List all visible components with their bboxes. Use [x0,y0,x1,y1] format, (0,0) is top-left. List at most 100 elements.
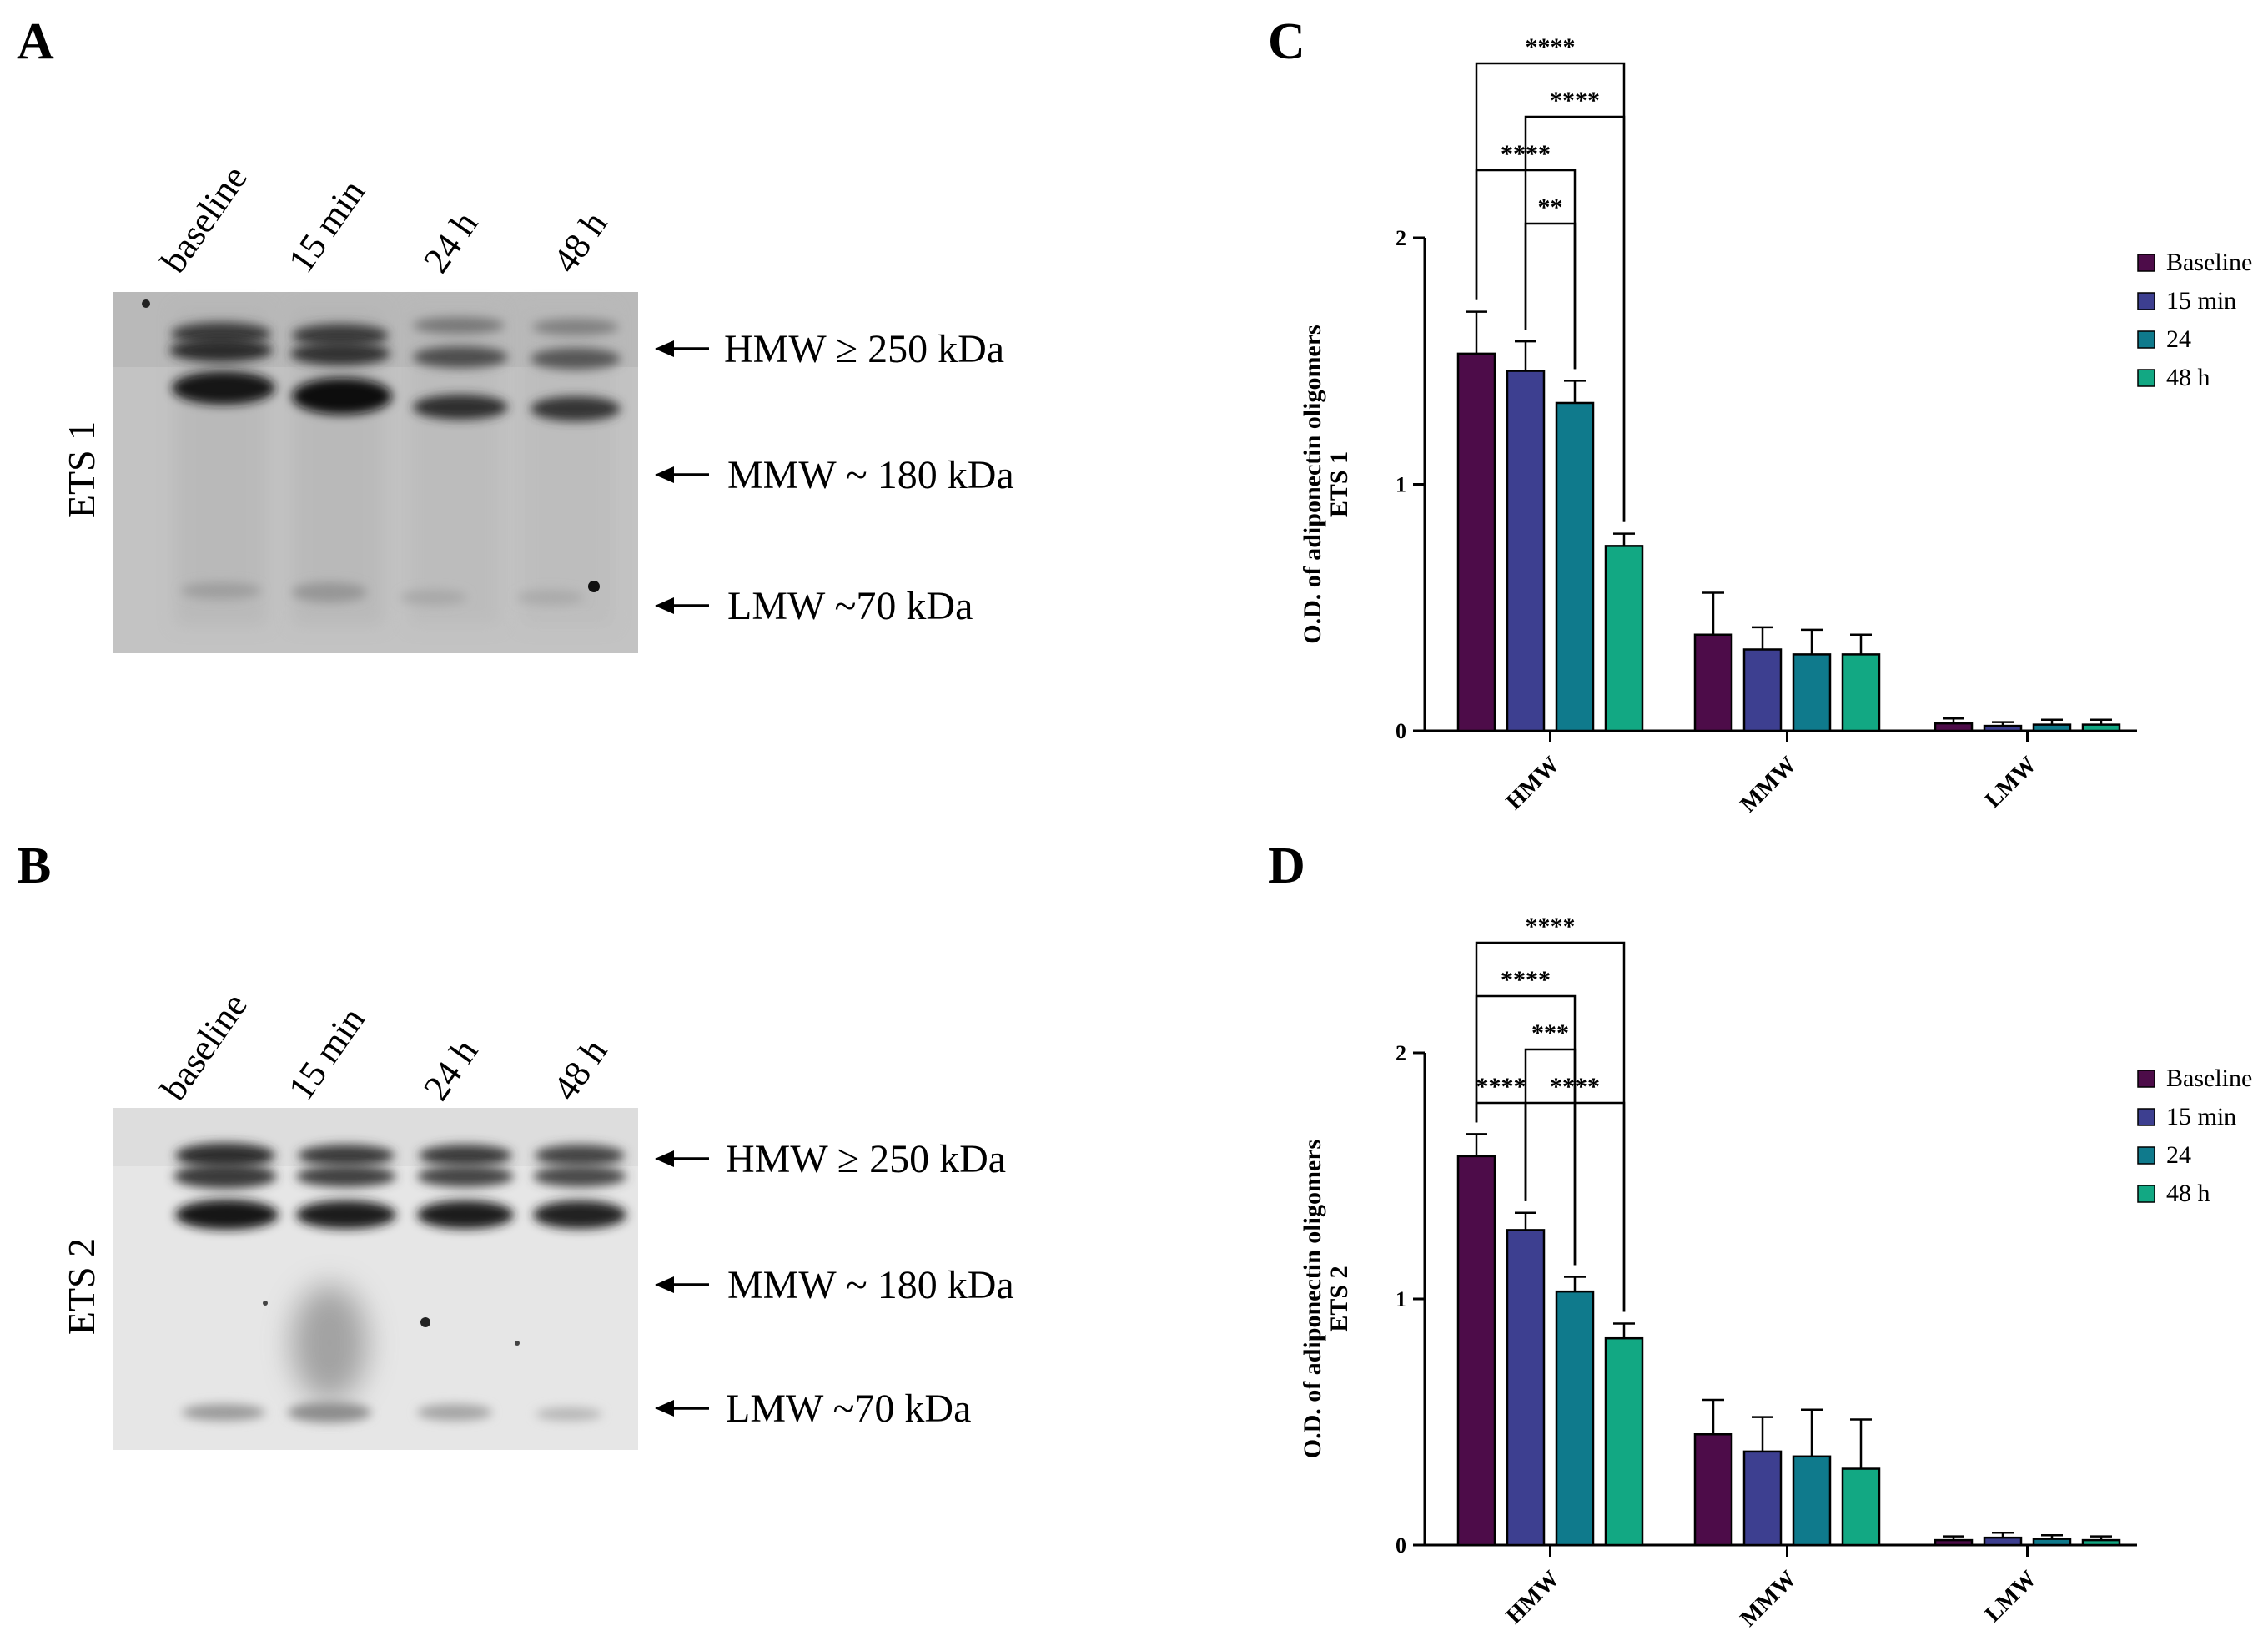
significance-label: **** [1501,966,1551,994]
x-tick-label: MMW [1735,1566,1801,1632]
significance-bracket: **** [1475,140,1577,370]
legend-label: 48 h [2166,364,2210,391]
significance-label: **** [1526,913,1576,940]
legend-swatch [2137,1108,2155,1126]
panel-letter-c: C [1268,13,1305,70]
legend-label: 24 [2166,1141,2191,1169]
lane-label-24h: 24 h [415,204,485,280]
y-axis-label-ets: ETS 2 [1325,1266,1353,1331]
panel-letter-b: B [17,838,51,894]
bar [1934,722,1974,732]
legend-swatch [2137,1146,2155,1165]
marker-label-hmw: HMW ≥ 250 kDa [726,1137,1006,1181]
marker-lmw-b: LMW ~70 kDa [655,1387,971,1431]
y-tick-label: 1 [1395,473,1406,497]
bar [1693,1433,1733,1547]
bar [2032,723,2072,732]
y-axis-label-ets: ETS 1 [1325,451,1353,517]
marker-label-mmw: MMW ~ 180 kDa [727,1263,1014,1307]
legend-label: 48 h [2166,1180,2210,1207]
x-tick-label: LMW [1980,1566,2042,1628]
blot-image-b [113,1108,638,1450]
marker-mmw-a: MMW ~ 180 kDa [655,453,1014,497]
significance-bracket: ** [1524,194,1577,370]
marker-mmw-b: MMW ~ 180 kDa [655,1263,1014,1307]
bar [1555,1290,1595,1547]
significance-bracket: **** [1524,1073,1626,1312]
lane-label-48h: 48 h [545,204,615,280]
lane-label-15min: 15 min [280,1000,373,1108]
marker-label-lmw: LMW ~70 kDa [726,1387,971,1431]
marker-label-lmw: LMW ~70 kDa [727,584,973,628]
chart-d: O.D. of adiponectin oligomers ETS 2 0 1 2 HMW… [1299,913,2252,1632]
panel-a: A baseline 15 min 24 h 48 h ETS 1 [17,13,1014,653]
legend-swatch [2137,369,2155,387]
lane-label-baseline: baseline [153,986,255,1108]
significance-label: **** [1526,33,1576,61]
panel-b: B baseline 15 min 24 h 48 h ETS 2 [17,838,1014,1450]
legend-label: Baseline [2166,1065,2252,1092]
significance-label: **** [1501,140,1551,168]
bar [1506,1229,1546,1547]
x-tick-label: HMW [1501,752,1565,815]
significance-bracket: *** [1524,1019,1577,1266]
bar [1604,545,1644,732]
y-tick-label: 1 [1395,1287,1406,1311]
significance-label: **** [1550,1073,1600,1100]
bar [1604,1336,1644,1547]
bar [1841,653,1881,732]
significance-line [1524,1101,1626,1312]
bar [1506,370,1546,732]
bar [1792,1455,1832,1547]
significance-line [1475,941,1626,1312]
marker-hmw-b: HMW ≥ 250 kDa [655,1137,1006,1181]
bar [1693,633,1733,732]
significance-label: **** [1550,87,1600,114]
marker-label-mmw: MMW ~ 180 kDa [727,453,1014,497]
marker-hmw-a: HMW ≥ 250 kDa [655,327,1004,371]
bar [1841,1467,1881,1547]
bar [1742,648,1783,732]
blot-image-a [113,292,638,653]
lane-label-24h: 24 h [415,1032,485,1108]
y-tick-label: 2 [1395,1041,1406,1065]
significance-label: ** [1538,194,1563,221]
legend-label: 15 min [2166,287,2236,315]
lane-label-48h: 48 h [545,1032,615,1108]
bar [1934,1538,1974,1547]
legend-swatch [2137,254,2155,272]
blot-row-label: ETS 2 [60,1238,103,1335]
bar [1742,1450,1783,1547]
x-tick-label: MMW [1735,752,1801,818]
y-tick-label: 0 [1395,719,1406,743]
bar [2081,723,2121,732]
marker-lmw-a: LMW ~70 kDa [655,584,973,628]
significance-line [1524,222,1577,370]
bar [1983,724,2023,732]
legend-swatch [2137,1070,2155,1088]
significance-label: **** [1476,1073,1526,1100]
bar [1792,653,1832,732]
chart-c: O.D. of adiponectin oligomers ETS 1 0 1 2 HMW… [1299,33,2252,818]
y-tick-label: 2 [1395,226,1406,250]
x-tick-label: LMW [1980,752,2042,813]
legend-label: Baseline [2166,249,2252,276]
y-tick-label: 0 [1395,1533,1406,1558]
lane-label-baseline: baseline [153,159,255,280]
legend-label: 24 [2166,325,2191,353]
legend-label: 15 min [2166,1103,2236,1130]
bar [1456,1155,1496,1547]
significance-line [1475,62,1626,522]
bar [2081,1538,2121,1547]
bar [1983,1536,2023,1547]
lane-label-15min: 15 min [280,173,373,280]
y-axis-label: O.D. of adiponectin oligomers [1299,325,1326,644]
significance-bracket: **** [1475,1073,1527,1201]
bar [1555,401,1595,732]
legend-swatch [2137,292,2155,310]
x-tick-label: HMW [1501,1566,1565,1629]
legend-swatch [2137,330,2155,349]
bar [1456,352,1496,732]
bar [2032,1538,2072,1547]
